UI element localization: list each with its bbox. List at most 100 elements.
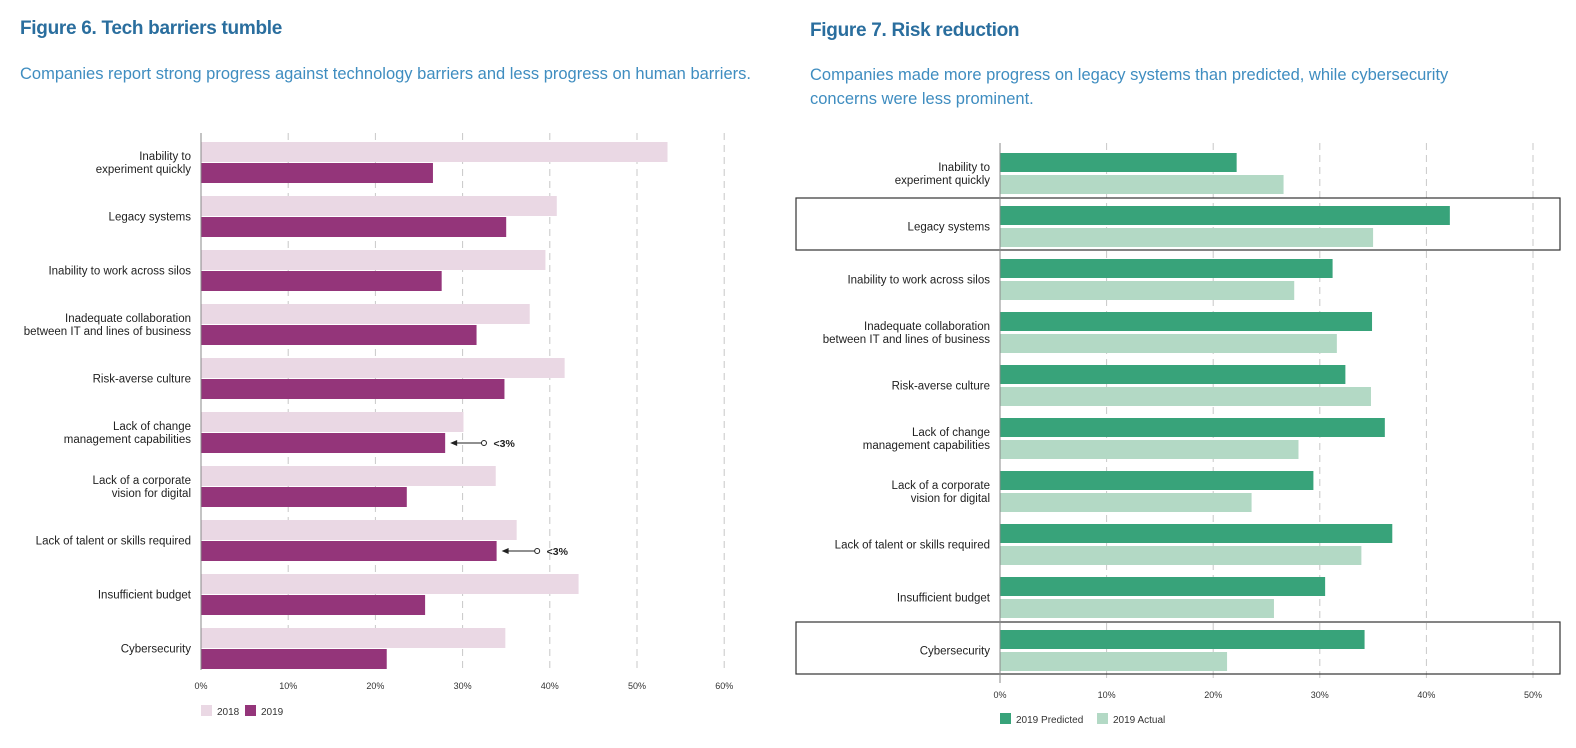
fig6-annotation-label: <3% <box>493 438 515 450</box>
figure6-title: Figure 6. Tech barriers tumble <box>20 18 283 39</box>
fig7-bar-series1 <box>1000 312 1373 331</box>
fig7-tick-label: 10% <box>1098 690 1116 700</box>
fig7-bar-series1 <box>1000 577 1326 596</box>
fig6-bar-series2 <box>201 163 433 183</box>
fig7-tick-label: 30% <box>1311 690 1329 700</box>
fig7-bar-series1 <box>1000 418 1385 437</box>
fig6-bar-series2 <box>201 271 442 291</box>
fig7-bar-series1 <box>1000 471 1314 490</box>
fig6-chart: 0% 10% 20% 30% 40% 50% 60% Inability toexperime… <box>24 133 733 718</box>
fig6-tick-label: 50% <box>628 681 646 691</box>
fig7-bar-series2 <box>1000 546 1362 565</box>
fig6-tick-label: 40% <box>541 681 559 691</box>
fig6-bar-series2 <box>201 325 477 345</box>
fig6-legend-label: 2018 <box>217 707 240 718</box>
fig6-category-label: Inadequate collaboration <box>65 313 191 325</box>
fig7-category-label: Risk-averse culture <box>892 381 990 393</box>
fig6-bar-series1 <box>201 250 546 270</box>
fig7-category-label: vision for digital <box>911 493 990 505</box>
fig6-bar-series1 <box>201 304 530 324</box>
fig7-bar-series2 <box>1000 599 1274 618</box>
figure7-subtitle: Companies made more progress on legacy s… <box>810 66 1449 108</box>
fig6-category-label: Lack of change <box>113 421 191 433</box>
fig6-category-label: Risk-averse culture <box>93 374 191 386</box>
fig6-category-label: vision for digital <box>112 488 191 500</box>
fig6-bar-series1 <box>201 412 464 432</box>
fig7-bar-series2 <box>1000 334 1337 353</box>
fig7-highlight-box <box>795 621 1561 675</box>
fig6-bar-series2 <box>201 487 407 507</box>
fig6-category-label: Legacy systems <box>109 212 192 224</box>
fig7-legend-label: 2019 Actual <box>1113 715 1165 726</box>
fig7-category-label: experiment quickly <box>895 175 990 187</box>
fig6-legend-swatch <box>201 705 212 716</box>
fig7-highlight-box <box>795 197 1561 251</box>
fig7-category-label: Insufficient budget <box>897 593 991 605</box>
fig6-annotation-arrowhead <box>450 440 458 446</box>
fig7-bar-series2 <box>1000 387 1371 406</box>
fig6-tick-label: 30% <box>454 681 472 691</box>
fig7-category-label: Inability to <box>938 162 990 174</box>
fig6-bar-series2 <box>201 649 387 669</box>
fig7-bar-series1 <box>1000 259 1333 278</box>
fig6-annotation-dot <box>480 440 487 446</box>
fig6-category-label: Lack of a corporate <box>93 475 191 487</box>
fig6-tick-label: 20% <box>366 681 384 691</box>
fig7-tick-label: 0% <box>993 690 1006 700</box>
fig7-category-label: Lack of talent or skills required <box>835 540 990 552</box>
fig7-bar-series2 <box>1000 228 1374 247</box>
fig6-bar-series2 <box>201 595 426 615</box>
fig6-bar-series2 <box>201 541 497 561</box>
fig6-annotation-arrowhead <box>501 548 509 554</box>
fig7-category-label: Inability to work across silos <box>847 275 990 287</box>
fig6-bar-series2 <box>201 433 446 453</box>
figure6-subtitle: Companies report strong progress against… <box>20 65 751 83</box>
fig7-legend-swatch <box>1000 713 1011 724</box>
fig6-bar-series1 <box>201 520 517 540</box>
fig6-category-label: Cybersecurity <box>121 644 192 656</box>
fig7-bar-series2 <box>1000 440 1299 459</box>
fig7-tick-label: 50% <box>1524 690 1542 700</box>
fig7-tick-label: 40% <box>1417 690 1435 700</box>
fig7-category-label: Lack of change <box>912 427 990 439</box>
fig6-legend-label: 2019 <box>261 707 284 718</box>
fig7-category-label: Cybersecurity <box>920 646 991 658</box>
fig6-bar-series2 <box>201 379 505 399</box>
fig7-bar-series1 <box>1000 206 1450 225</box>
fig6-bar-series1 <box>201 574 579 594</box>
fig7-bar-series1 <box>1000 630 1365 649</box>
fig7-bar-series2 <box>1000 281 1295 300</box>
fig6-annotation-label: <3% <box>547 546 569 558</box>
fig7-bar-series2 <box>1000 175 1284 194</box>
figure7-title: Figure 7. Risk reduction <box>810 20 1020 41</box>
fig7-legend-swatch <box>1097 713 1108 724</box>
fig6-bar-series1 <box>201 142 668 162</box>
fig6-category-label: Inability to work across silos <box>48 266 191 278</box>
fig6-bar-series1 <box>201 628 506 648</box>
fig6-category-label: Lack of talent or skills required <box>36 536 191 548</box>
fig7-tick-label: 20% <box>1204 690 1222 700</box>
fig6-bar-series1 <box>201 466 496 486</box>
fig7-category-label: Lack of a corporate <box>892 480 990 492</box>
fig6-category-label: experiment quickly <box>96 164 191 176</box>
fig7-bar-series2 <box>1000 652 1228 671</box>
fig6-bar-series1 <box>201 196 557 216</box>
fig7-bar-series1 <box>1000 365 1346 384</box>
fig7-category-label: between IT and lines of business <box>823 334 991 346</box>
fig7-legend-label: 2019 Predicted <box>1016 715 1083 726</box>
fig7-bar-series2 <box>1000 493 1252 512</box>
fig7-category-label: Inadequate collaboration <box>864 321 990 333</box>
fig6-bar-series2 <box>201 217 507 237</box>
fig6-category-label: between IT and lines of business <box>24 326 192 338</box>
fig6-legend-swatch <box>245 705 256 716</box>
fig7-category-label: management capabilities <box>863 440 990 452</box>
fig7-chart: 0% 10% 20% 30% 40% 50% Inability toexperiment … <box>795 143 1561 726</box>
fig6-bar-series1 <box>201 358 565 378</box>
fig6-tick-label: 60% <box>715 681 733 691</box>
fig6-category-label: management capabilities <box>64 434 191 446</box>
fig6-tick-label: 10% <box>279 681 297 691</box>
fig6-category-label: Inability to <box>139 151 191 163</box>
fig7-bar-series1 <box>1000 153 1237 172</box>
fig6-category-label: Insufficient budget <box>98 590 192 602</box>
